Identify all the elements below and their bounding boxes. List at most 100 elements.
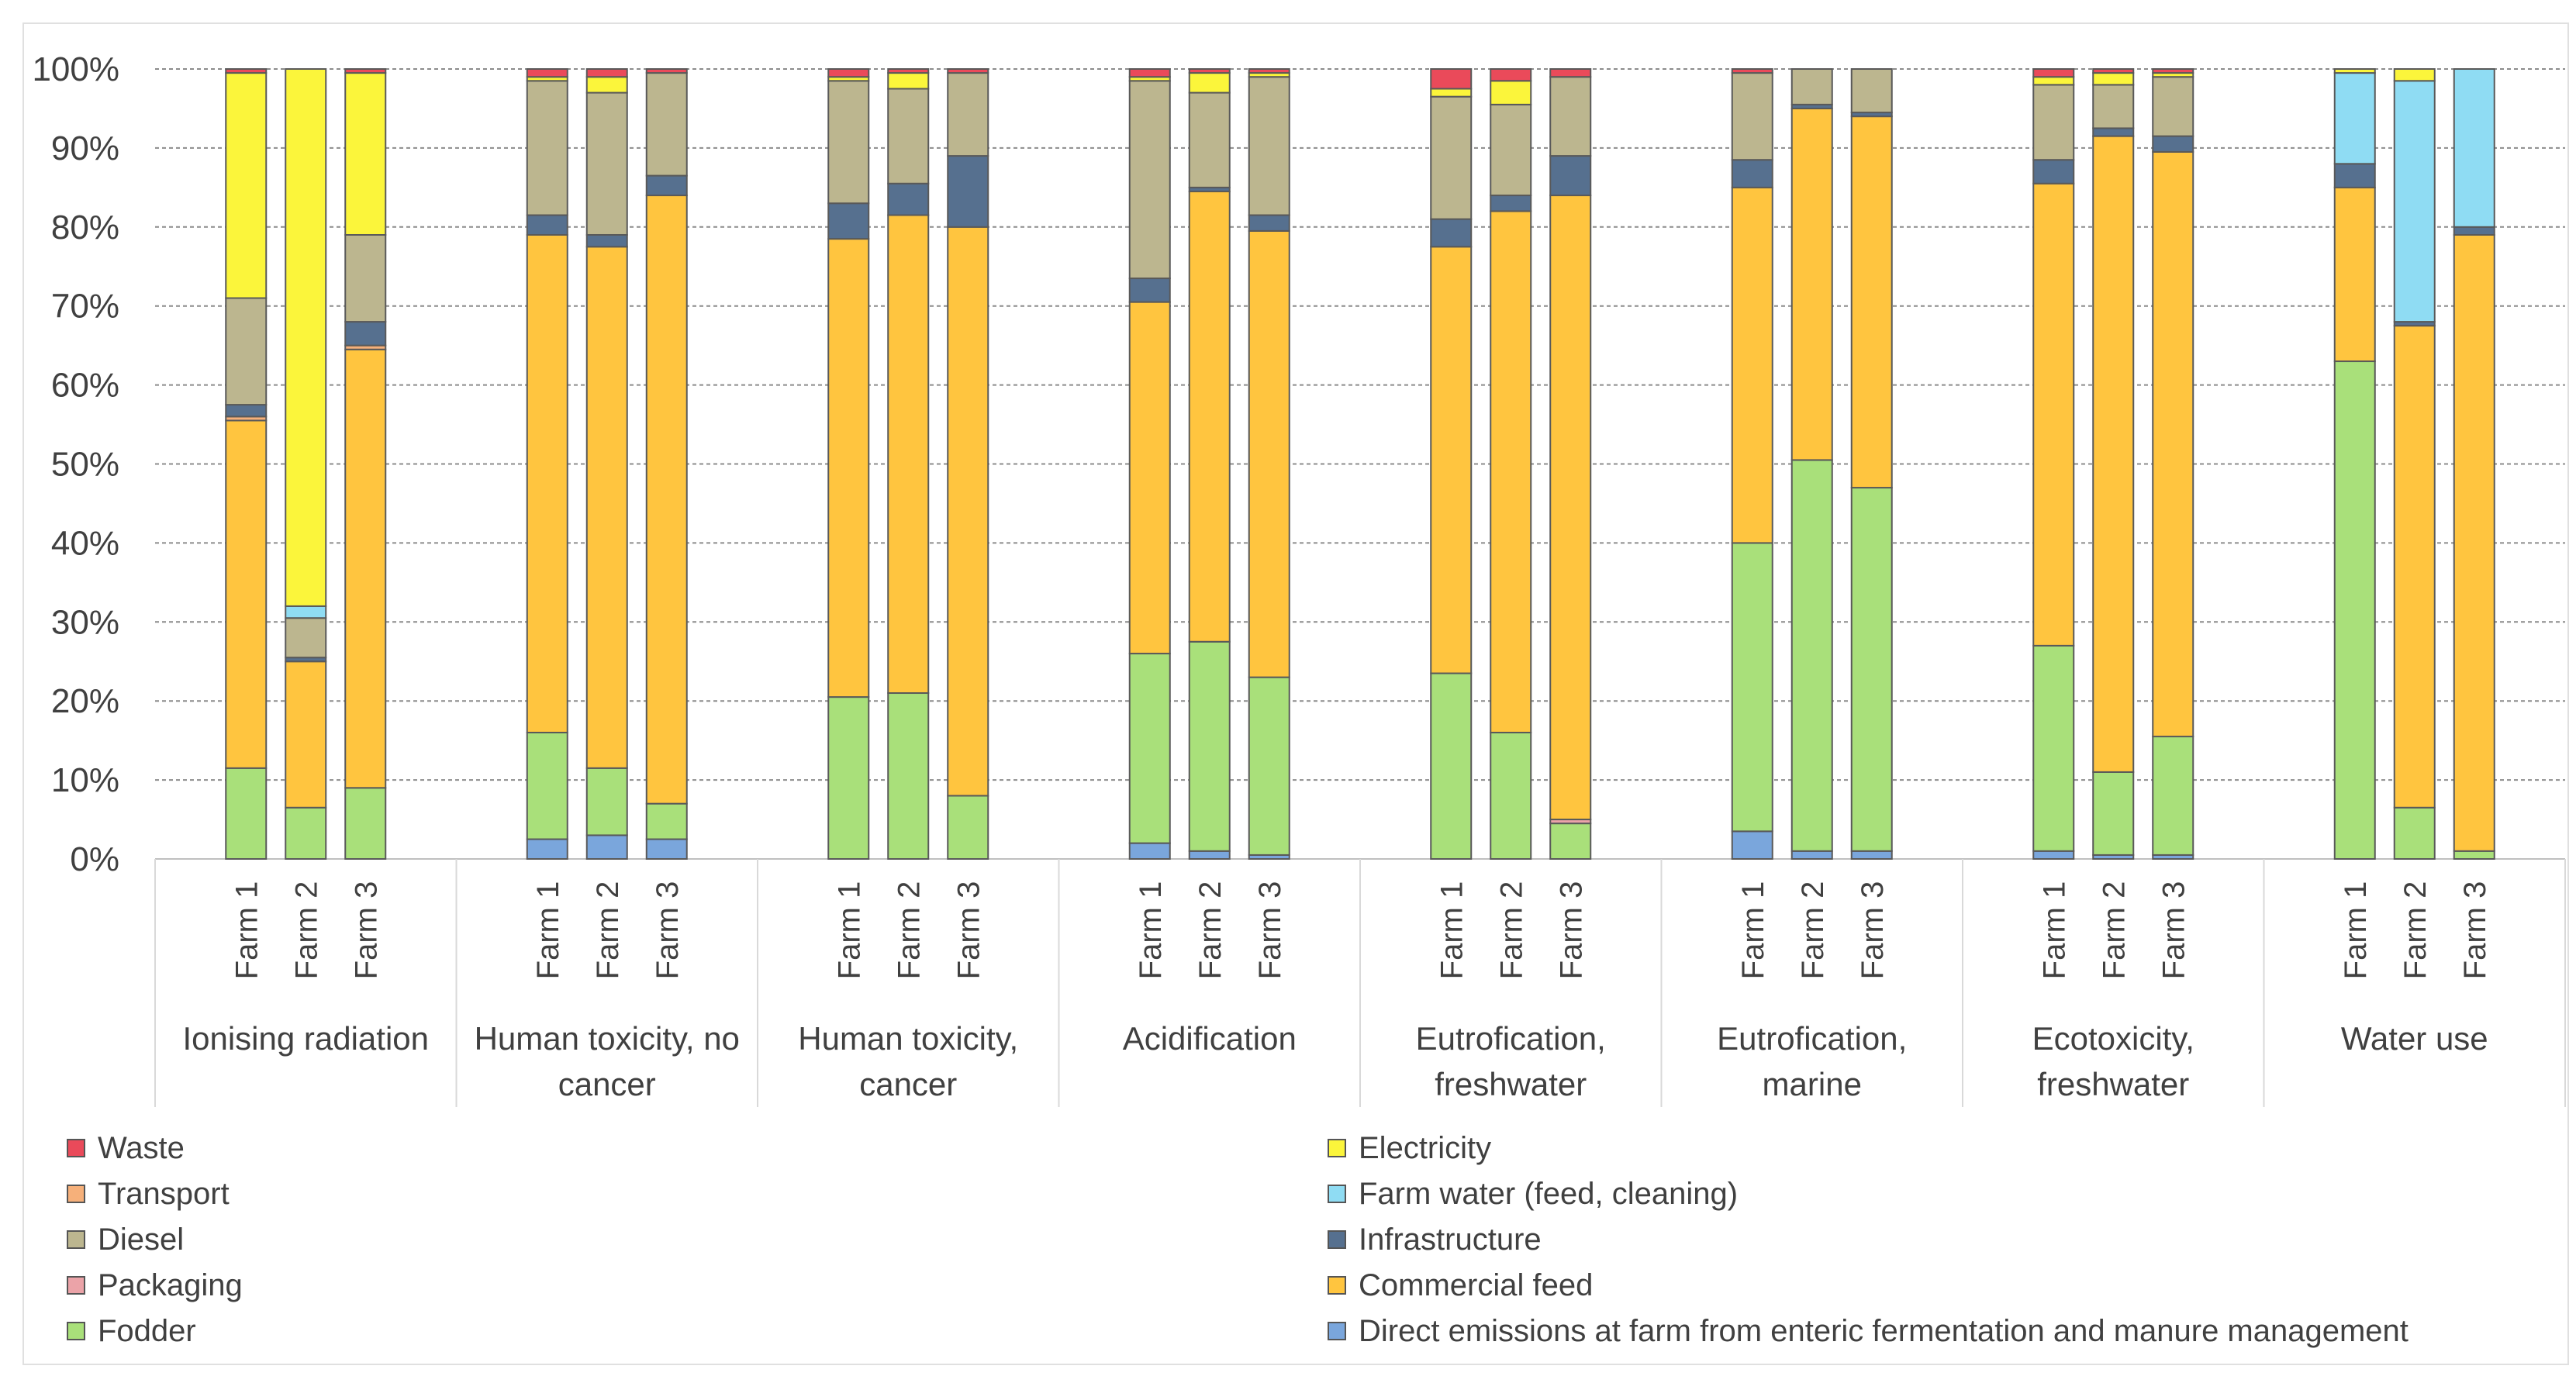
bar-segment-water-use-farm2-farm-water [2393,80,2436,323]
bar-label-eutrofication-marine-farm3: Farm 3 [1856,881,1890,980]
bar-segment-human-toxicity-cancer-farm1-infrastructure [827,202,870,240]
bar-segment-human-toxicity-cancer-farm1-fodder [827,696,870,860]
bar-label-acidification-farm3: Farm 3 [1253,881,1287,980]
y-tick-label: 20% [51,682,119,720]
bar-segment-ecotoxicity-freshwater-farm2-fodder [2092,771,2135,856]
bar-segment-eutrofication-freshwater-farm1-electricity [1430,88,1473,98]
bar-segment-water-use-farm1-infrastructure [2333,163,2376,188]
bar-label-eutrofication-freshwater-farm1: Farm 1 [1435,881,1469,980]
bar-segment-water-use-farm2-fodder [2393,806,2436,860]
bar-segment-human-toxicity-no-cancer-farm3-commercial-feed [645,195,688,805]
category-label-human-toxicity-no-cancer-line2: cancer [558,1066,656,1102]
bar-segment-human-toxicity-no-cancer-farm3-fodder [645,802,688,840]
bar-label-water-use-farm2: Farm 2 [2398,881,2433,980]
bar-segment-ionising-radiation-farm2-farm-water [285,605,327,619]
bar-segment-ecotoxicity-freshwater-farm3-diesel [2152,76,2194,137]
bar-label-eutrofication-freshwater-farm2: Farm 2 [1494,881,1528,980]
bar-segment-acidification-farm1-commercial-feed [1128,301,1171,655]
bar-label-ionising-radiation-farm1: Farm 1 [230,881,264,980]
bar-segment-acidification-farm1-infrastructure [1128,278,1171,303]
bar-segment-ecotoxicity-freshwater-farm3-commercial-feed [2152,150,2194,738]
bar-segment-eutrofication-freshwater-farm2-waste [1490,68,1532,82]
category-label-acidification: Acidification [1123,1020,1297,1057]
bar-segment-eutrofication-freshwater-farm3-commercial-feed [1549,195,1592,821]
bar-segment-ionising-radiation-farm1-infrastructure [225,404,268,418]
bar-segment-eutrofication-freshwater-farm1-commercial-feed [1430,246,1473,674]
bar-segment-water-use-farm3-fodder [2453,850,2495,860]
bar-segment-eutrofication-marine-farm2-diesel [1790,68,1833,105]
bar-segment-water-use-farm1-fodder [2333,360,2376,860]
bar-segment-eutrofication-marine-farm3-direct-emissions [1850,850,1893,860]
bar-segment-ionising-radiation-farm3-infrastructure [344,321,387,347]
bar-segment-eutrofication-freshwater-farm3-infrastructure [1549,155,1592,197]
y-tick-label: 40% [51,524,119,562]
bar-label-ecotoxicity-freshwater-farm2: Farm 2 [2097,881,2131,980]
bar-segment-eutrofication-freshwater-farm2-fodder [1490,731,1532,860]
bar-segment-acidification-farm1-direct-emissions [1128,842,1171,860]
bar-segment-water-use-farm2-electricity [2393,68,2436,82]
bar-segment-acidification-farm2-electricity [1188,72,1231,94]
bar-segment-eutrofication-freshwater-farm3-diesel [1549,76,1592,157]
bar-segment-human-toxicity-no-cancer-farm2-fodder [585,767,628,836]
bar-segment-eutrofication-marine-farm3-diesel [1850,68,1893,114]
bar-segment-acidification-farm3-infrastructure [1248,214,1290,232]
bar-segment-ionising-radiation-farm3-electricity [344,72,387,236]
bar-label-ecotoxicity-freshwater-farm1: Farm 1 [2037,881,2071,980]
bar-segment-ecotoxicity-freshwater-farm1-infrastructure [2032,159,2075,185]
bar-segment-human-toxicity-cancer-farm3-diesel [947,72,989,157]
bar-segment-water-use-farm3-commercial-feed [2453,233,2495,852]
bar-segment-acidification-farm1-diesel [1128,80,1171,280]
bar-segment-eutrofication-marine-farm1-diesel [1731,72,1773,161]
bar-segment-ecotoxicity-freshwater-farm2-commercial-feed [2092,135,2135,773]
y-tick-label: 10% [51,761,119,799]
bar-segment-human-toxicity-cancer-farm2-electricity [887,72,930,90]
bar-segment-water-use-farm3-infrastructure [2453,226,2495,236]
chart-frame [22,22,2569,1365]
bar-segment-ecotoxicity-freshwater-farm2-diesel [2092,84,2135,129]
bar-segment-human-toxicity-no-cancer-farm2-electricity [585,76,628,94]
bar-segment-ionising-radiation-farm2-electricity [285,68,327,607]
bar-segment-human-toxicity-cancer-farm2-fodder [887,692,930,860]
bar-segment-ecotoxicity-freshwater-farm1-electricity [2032,76,2075,86]
bar-segment-human-toxicity-no-cancer-farm1-diesel [526,80,568,216]
bar-segment-acidification-farm1-fodder [1128,653,1171,844]
bar-label-ionising-radiation-farm2: Farm 2 [289,881,323,980]
bar-segment-ionising-radiation-farm2-commercial-feed [285,660,327,809]
bar-segment-eutrofication-marine-farm3-commercial-feed [1850,116,1893,489]
bar-label-eutrofication-marine-farm1: Farm 1 [1736,881,1770,980]
bar-segment-human-toxicity-cancer-farm2-infrastructure [887,182,930,216]
y-tick-label: 30% [51,603,119,641]
bar-segment-human-toxicity-no-cancer-farm1-fodder [526,731,568,840]
bar-segment-human-toxicity-no-cancer-farm2-commercial-feed [585,246,628,769]
category-label-ecotoxicity-freshwater-line2: freshwater [2037,1066,2189,1102]
bar-segment-eutrofication-freshwater-farm1-infrastructure [1430,218,1473,248]
bar-segment-human-toxicity-cancer-farm3-fodder [947,795,989,860]
category-label-ionising-radiation: Ionising radiation [182,1020,429,1057]
bar-segment-acidification-farm3-diesel [1248,76,1290,216]
bar-segment-human-toxicity-cancer-farm2-diesel [887,88,930,185]
bar-segment-human-toxicity-no-cancer-farm2-infrastructure [585,233,628,248]
y-tick-label: 60% [51,367,119,405]
bar-label-ionising-radiation-farm3: Farm 3 [349,881,383,980]
bar-segment-human-toxicity-cancer-farm1-diesel [827,80,870,205]
bar-segment-human-toxicity-cancer-farm3-waste [947,68,989,74]
bar-segment-ecotoxicity-freshwater-farm2-infrastructure [2092,127,2135,137]
bar-segment-eutrofication-marine-farm2-commercial-feed [1790,107,1833,461]
y-tick-label: 90% [51,129,119,167]
bar-segment-eutrofication-freshwater-farm3-fodder [1549,823,1592,860]
bar-label-eutrofication-marine-farm2: Farm 2 [1796,881,1830,980]
bar-segment-eutrofication-freshwater-farm2-diesel [1490,103,1532,197]
bar-segment-human-toxicity-cancer-farm2-commercial-feed [887,214,930,695]
bar-segment-eutrofication-marine-farm3-fodder [1850,487,1893,852]
bar-label-human-toxicity-no-cancer-farm3: Farm 3 [651,881,685,980]
bar-segment-human-toxicity-no-cancer-farm1-infrastructure [526,214,568,236]
bar-segment-ionising-radiation-farm1-fodder [225,767,268,860]
bar-label-water-use-farm3: Farm 3 [2458,881,2492,980]
category-label-human-toxicity-cancer-line2: cancer [859,1066,957,1102]
bar-segment-human-toxicity-cancer-farm1-waste [827,68,870,78]
bar-segment-human-toxicity-no-cancer-farm1-direct-emissions [526,838,568,860]
bar-segment-human-toxicity-no-cancer-farm2-diesel [585,91,628,236]
bar-label-human-toxicity-cancer-farm1: Farm 1 [832,881,866,980]
bar-segment-ionising-radiation-farm3-diesel [344,233,387,323]
category-label-water-use: Water use [2341,1020,2488,1057]
